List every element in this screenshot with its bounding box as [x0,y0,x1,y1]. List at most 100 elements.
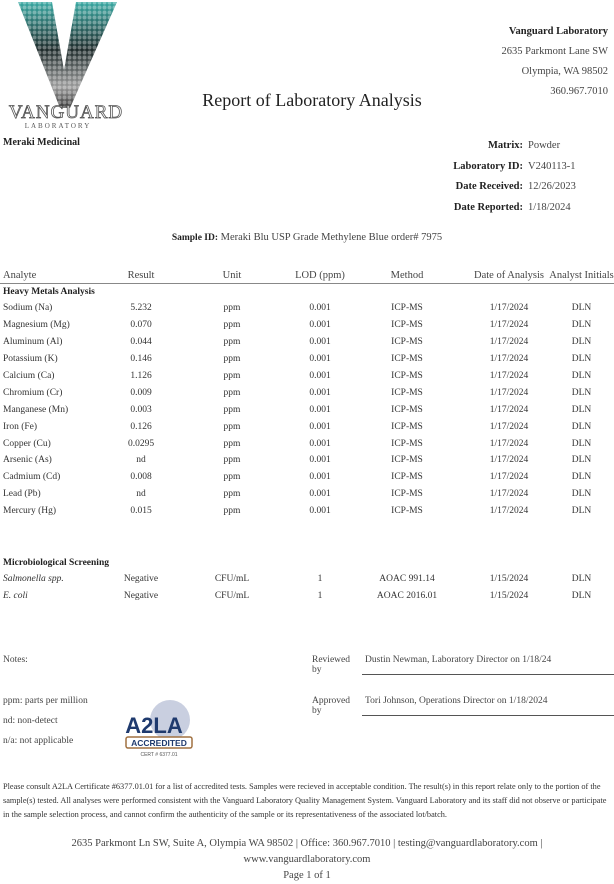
cell-3: 0.001 [309,387,331,398]
definition: ppm: parts per million [3,696,88,706]
logo-text: VANGUARD [9,102,123,123]
meta-value: 1/18/2024 [528,201,571,213]
cell-3: 0.001 [309,404,331,415]
cell-6: DLN [571,506,592,517]
cell-4: AOAC 991.14 [379,574,435,585]
cell-6: DLN [571,354,592,365]
cell-2: ppm [223,354,241,365]
cell-2: CFU/mL [214,574,250,585]
approved-value: Tori Johnson, Operations Director on 1/1… [362,696,614,716]
cell-4: AOAC 2016.01 [376,591,438,602]
cell-2: ppm [223,506,241,517]
cell-5: 1/17/2024 [489,438,529,449]
cell-1: 5.232 [130,303,152,314]
cell-6: DLN [571,574,592,585]
cell-0: Copper (Cu) [3,438,51,449]
table-row: Potassium (K) 0.146 ppm 0.001 ICP-MS 1/17/202… [0,351,614,368]
cell-5: 1/17/2024 [489,387,529,398]
footer-website[interactable]: www.vanguardlaboratory.com [243,854,371,865]
a2la-accredited-logo: A2LA ACCREDITED CERT # 6377.01 [125,700,193,758]
cell-5: 1/17/2024 [489,337,529,348]
cell-6: DLN [571,438,592,449]
cell-2: ppm [223,421,241,432]
cell-2: ppm [223,489,241,500]
results-table: Analyte Result Unit LOD (ppm) Method Date of … [0,267,614,520]
sample-id-label: Sample ID: [171,233,219,243]
meta-label: Matrix: [488,140,523,151]
cell-5: 1/17/2024 [489,320,529,331]
vanguard-logo: VANGUARD LABORATORY [8,2,123,130]
meta-label: Date Received: [455,181,523,193]
meta-value: 12/26/2023 [528,181,576,193]
micro-table: Microbiological Screening Salmonella spp… [0,555,614,605]
cell-4: ICP-MS [391,371,423,381]
definition: nd: non-detect [3,716,58,726]
cell-1: 0.009 [130,387,152,398]
cell-0: Potassium (K) [3,354,58,365]
cell-5: 1/17/2024 [489,354,529,365]
approved-by: Approved by Tori Johnson, Operations Dire… [312,696,614,716]
cell-3: 0.001 [309,303,331,314]
lab-name: Vanguard Laboratory [508,26,608,37]
lab-address2: Olympia, WA 98502 [521,66,608,77]
reviewed-value: Dustin Newman, Laboratory Director on 1/… [362,655,614,675]
page-number: Page 1 of 1 [283,870,331,881]
disclaimer: Please consult A2LA Certificate #6377.01… [3,782,607,819]
cell-2: ppm [223,371,241,381]
cell-3: 0.001 [309,320,331,331]
cell-5: 1/17/2024 [489,371,529,381]
meta-value: V240113-1 [528,160,576,172]
meta-label: Date Reported: [453,201,523,213]
cell-3: 0.001 [309,506,331,517]
lab-address1: 2635 Parkmont Lane SW [501,46,608,57]
cell-2: ppm [223,320,241,331]
cell-1: 0.070 [130,320,152,331]
sample-id: Sample ID: Meraki Blu USP Grade Methylen… [0,232,614,243]
cell-6: DLN [571,489,592,500]
svg-text:A2LA: A2LA [125,713,183,738]
cell-5: 1/17/2024 [489,421,529,432]
cell-0: Lead (Pb) [3,489,41,500]
cell-0: Manganese (Mn) [3,404,69,415]
cell-3: 0.001 [309,371,331,381]
svg-text:ACCREDITED: ACCREDITED [131,738,187,748]
cell-1: 0.008 [130,472,152,483]
cell-6: DLN [571,455,592,466]
table-row: Salmonella spp. Negative CFU/mL 1 AOAC 991.1… [0,571,614,588]
cell-3: 1 [317,574,323,585]
cell-0: Mercury (Hg) [3,506,57,517]
svg-text:CERT # 6377.01: CERT # 6377.01 [140,752,177,758]
cell-6: DLN [571,337,592,348]
cell-2: ppm [223,303,241,314]
cell-0: Aluminum (Al) [3,337,63,348]
cell-1: Negative [123,574,159,585]
table-row: Chromium (Cr) 0.009 ppm 0.001 ICP-MS 1/17/202… [0,384,614,401]
table-row: Sodium (Na) 5.232 ppm 0.001 ICP-MS 1/17/2024 D… [0,300,614,317]
cell-4: ICP-MS [391,438,423,449]
cell-6: DLN [571,387,592,398]
cell-1: nd [136,489,146,500]
cell-4: ICP-MS [391,472,423,483]
cell-4: ICP-MS [391,489,423,500]
cell-5: 1/15/2024 [489,591,529,602]
section-micro: Microbiological Screening [3,558,109,568]
section-heavy-metals: Heavy Metals Analysis [3,287,95,297]
table-row: Lead (Pb) nd ppm 0.001 ICP-MS 1/17/2024 DLN [0,486,614,503]
cell-3: 0.001 [309,438,331,449]
meta-value: Powder [528,140,561,151]
cell-0: Salmonella spp. [3,574,64,585]
column-header: Analyst Initials [549,269,614,281]
svg-text:LABORATORY: LABORATORY [25,122,92,130]
footer: 2635 Parkmont Ln SW, Suite A, Olympia WA… [0,836,614,884]
meta-label: Laboratory ID: [453,160,523,172]
table-row: Aluminum (Al) 0.044 ppm 0.001 ICP-MS 1/17/202… [0,334,614,351]
cell-6: DLN [571,371,592,381]
column-header: Analyte [3,269,37,281]
cell-5: 1/17/2024 [489,303,529,314]
cell-2: ppm [223,387,241,398]
cell-2: CFU/mL [214,591,250,602]
cell-6: DLN [571,303,592,314]
column-header: Unit [222,269,242,281]
cell-1: 0.044 [130,337,152,348]
cell-1: nd [136,455,146,466]
